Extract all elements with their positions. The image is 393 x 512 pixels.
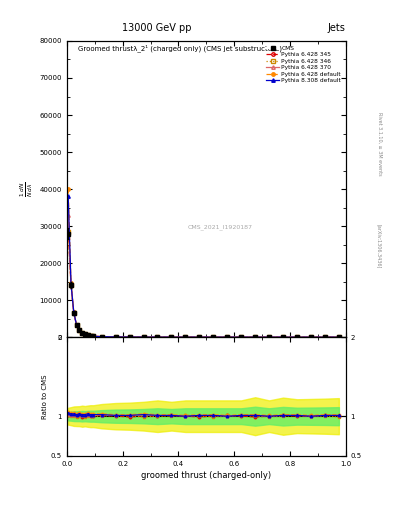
Y-axis label: Ratio to CMS: Ratio to CMS (42, 374, 48, 419)
Y-axis label: $\frac{1}{N}\frac{dN}{d\lambda}$: $\frac{1}{N}\frac{dN}{d\lambda}$ (19, 181, 35, 197)
Text: Jets: Jets (328, 23, 346, 33)
Text: 13000 GeV pp: 13000 GeV pp (123, 23, 192, 33)
Text: [arXiv:1306.3436]: [arXiv:1306.3436] (377, 224, 382, 268)
X-axis label: groomed thrust (charged-only): groomed thrust (charged-only) (141, 471, 272, 480)
Text: Rivet 3.1.10, ≥ 3M events: Rivet 3.1.10, ≥ 3M events (377, 112, 382, 175)
Text: CMS_2021_I1920187: CMS_2021_I1920187 (188, 225, 253, 230)
Legend: CMS, Pythia 6.428 345, Pythia 6.428 346, Pythia 6.428 370, Pythia 6.428 default,: CMS, Pythia 6.428 345, Pythia 6.428 346,… (264, 44, 343, 85)
Text: Groomed thrustλ_2¹ (charged only) (CMS jet substructure): Groomed thrustλ_2¹ (charged only) (CMS j… (78, 44, 282, 52)
